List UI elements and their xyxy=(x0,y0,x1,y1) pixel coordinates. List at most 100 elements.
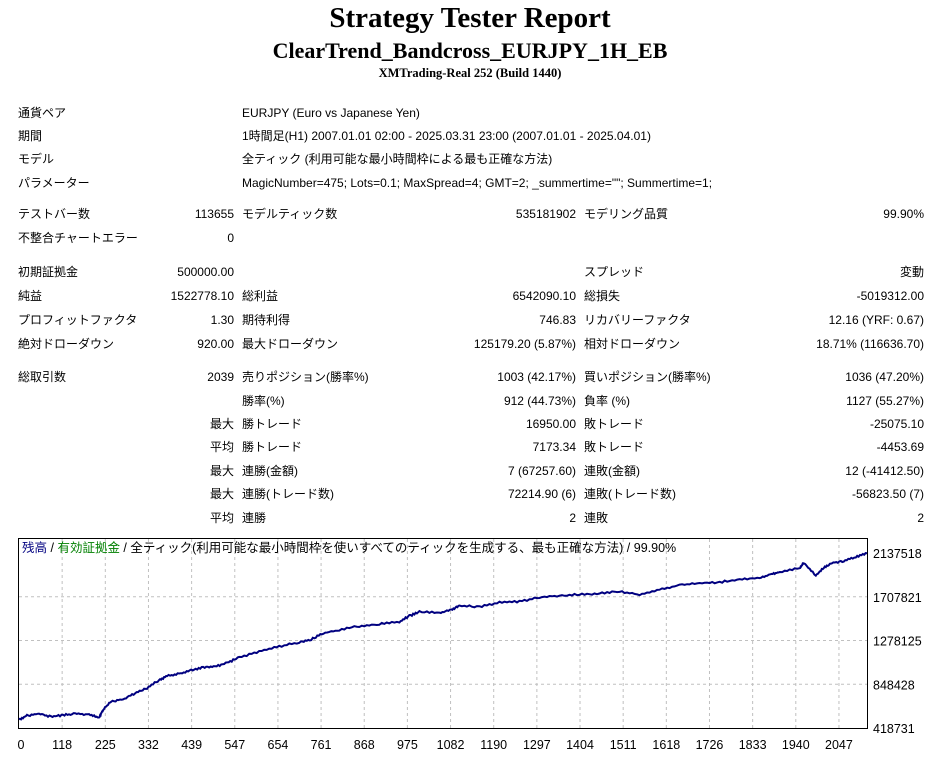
stat-value: 535181902 xyxy=(515,207,576,221)
stat-value: -25075.10 xyxy=(869,417,924,431)
stat-value: 1127 (55.27%) xyxy=(846,394,924,408)
server-build: XMTrading-Real 252 (Build 1440) xyxy=(378,66,562,80)
stat-label: リカバリーファクタ xyxy=(584,313,691,327)
stat-value: 113655 xyxy=(194,207,234,221)
x-tick-label: 0 xyxy=(18,738,25,752)
y-tick-label: 1278125 xyxy=(873,635,922,649)
stat-label: 期待利得 xyxy=(242,313,291,327)
stat-label: 連敗 xyxy=(584,511,609,525)
stats-row: 最大 連勝(トレード数) 72214.90 (6) 連敗(トレード数) -56823.5… xyxy=(0,484,940,504)
stat-label: 絶対ドローダウン xyxy=(18,337,115,351)
report-title: Strategy Tester Report xyxy=(329,2,611,34)
symbol-value: EURJPY (Euro vs Japanese Yen) xyxy=(242,106,420,120)
stat-label: 連勝 xyxy=(242,511,267,525)
stat-value: 1036 (47.20%) xyxy=(845,370,924,384)
stat-label: 買いポジション(勝率%) xyxy=(584,370,711,384)
stat-value: 0 xyxy=(227,231,234,245)
info-row-period: 期間 1時間足(H1) 2007.01.01 02:00 - 2025.03.3… xyxy=(0,126,940,146)
stat-label: テストバー数 xyxy=(18,207,91,221)
x-tick-label: 439 xyxy=(181,738,202,752)
x-tick-label: 225 xyxy=(95,738,116,752)
stats-row: 勝率(%) 912 (44.73%) 負率 (%) 1127 (55.27%) xyxy=(0,391,940,411)
balance-line xyxy=(18,552,868,721)
stat-value: -56823.50 (7) xyxy=(851,487,924,501)
x-tick-label: 761 xyxy=(311,738,332,752)
stat-label: 勝率(%) xyxy=(242,394,285,408)
x-tick-label: 2047 xyxy=(825,738,853,752)
x-tick-label: 332 xyxy=(138,738,159,752)
stat-label: 連勝(金額) xyxy=(242,464,298,478)
stat-value: 12 (-41412.50) xyxy=(845,464,924,478)
stat-value: 最大 xyxy=(209,464,234,478)
stat-label: 勝トレード xyxy=(242,440,303,454)
x-tick-label: 1511 xyxy=(610,738,637,752)
stats-row: プロフィットファクタ 1.30 期待利得 746.83 リカバリーファクタ 12.16 (… xyxy=(0,310,940,330)
stats-row: テストバー数 113655 モデルティック数 535181902 モデリング品質 99.9… xyxy=(0,204,940,224)
x-tick-label: 1618 xyxy=(652,738,680,752)
stats-row: 不整合チャートエラー 0 xyxy=(0,228,940,248)
x-tick-label: 654 xyxy=(268,738,289,752)
stat-value: 99.90% xyxy=(883,207,924,221)
stats-row: 初期証拠金 500000.00 スプレッド 変動 xyxy=(0,262,940,282)
stat-label: 負率 (%) xyxy=(584,394,630,408)
stat-label: モデリング品質 xyxy=(584,207,669,221)
x-tick-label: 1082 xyxy=(437,738,465,752)
info-row-model: モデル 全ティック (利用可能な最小時間枠による最も正確な方法) xyxy=(0,149,940,169)
stat-value: 500000.00 xyxy=(177,265,234,279)
stat-label: モデルティック数 xyxy=(242,207,338,221)
balance-chart-frame xyxy=(18,538,868,729)
model-value: 全ティック (利用可能な最小時間枠による最も正確な方法) xyxy=(242,152,553,166)
x-tick-label: 1940 xyxy=(782,738,810,752)
stat-value: 変動 xyxy=(899,265,924,279)
y-tick-label: 1707821 xyxy=(873,591,922,605)
stat-value: 7 (67257.60) xyxy=(507,464,576,478)
stat-label: 総取引数 xyxy=(18,370,67,384)
model-label: モデル xyxy=(18,152,55,166)
stat-value: 平均 xyxy=(209,440,234,454)
stat-value: 7173.34 xyxy=(532,440,576,454)
y-tick-label: 2137518 xyxy=(873,547,922,561)
stat-label: 純益 xyxy=(18,289,43,303)
params-label: パラメーター xyxy=(18,176,90,190)
stats-row: 絶対ドローダウン 920.00 最大ドローダウン 125179.20 (5.87%) 相… xyxy=(0,334,940,354)
stat-value: 最大 xyxy=(209,487,234,501)
stat-label: 敗トレード xyxy=(584,417,645,431)
stat-value: 1.30 xyxy=(210,313,234,327)
stats-row: 最大 勝トレード 16950.00 敗トレード -25075.10 xyxy=(0,414,940,434)
stat-label: 初期証拠金 xyxy=(18,265,79,279)
stat-value: 最大 xyxy=(209,417,234,431)
stat-label: 勝トレード xyxy=(242,417,303,431)
x-tick-label: 1726 xyxy=(696,738,724,752)
stat-value: 920.00 xyxy=(197,337,234,351)
legend-sep: / xyxy=(47,541,57,555)
chart-legend: 残高 / 有効証拠金 / 全ティック(利用可能な最小時間枠を使いすべてのティック… xyxy=(22,540,676,555)
legend-sep: / xyxy=(120,541,130,555)
info-row-symbol: 通貨ペア EURJPY (Euro vs Japanese Yen) xyxy=(0,103,940,123)
legend-equity: 有効証拠金 xyxy=(57,540,120,555)
stat-value: 1522778.10 xyxy=(170,289,234,303)
stat-label: 連勝(トレード数) xyxy=(242,487,334,501)
stat-label: プロフィットファクタ xyxy=(18,313,138,327)
stats-row: 平均 勝トレード 7173.34 敗トレード -4453.69 xyxy=(0,437,940,457)
stat-value: -4453.69 xyxy=(876,440,924,454)
y-tick-label: 848428 xyxy=(873,678,915,692)
x-tick-label: 1833 xyxy=(739,738,767,752)
stat-value: 16950.00 xyxy=(525,417,576,431)
stat-label: 相対ドローダウン xyxy=(584,337,681,351)
stat-value: 平均 xyxy=(209,511,234,525)
stat-label: 総損失 xyxy=(584,289,621,303)
stat-value: 2039 xyxy=(207,370,234,384)
x-tick-label: 1190 xyxy=(480,738,507,752)
stats-row: 純益 1522778.10 総利益 6542090.10 総損失 -5019312.00 xyxy=(0,286,940,306)
stat-value: 2 xyxy=(569,511,576,525)
expert-name: ClearTrend_Bandcross_EURJPY_1H_EB xyxy=(272,38,668,63)
period-value: 1時間足(H1) 2007.01.01 02:00 - 2025.03.31 2… xyxy=(242,129,651,143)
stat-value: 72214.90 (6) xyxy=(507,487,576,501)
x-tick-label: 868 xyxy=(354,738,375,752)
x-tick-label: 1404 xyxy=(566,738,594,752)
stat-label: 最大ドローダウン xyxy=(242,337,339,351)
stat-label: 敗トレード xyxy=(584,440,645,454)
stat-label: 総利益 xyxy=(242,289,279,303)
x-tick-label: 547 xyxy=(224,738,245,752)
